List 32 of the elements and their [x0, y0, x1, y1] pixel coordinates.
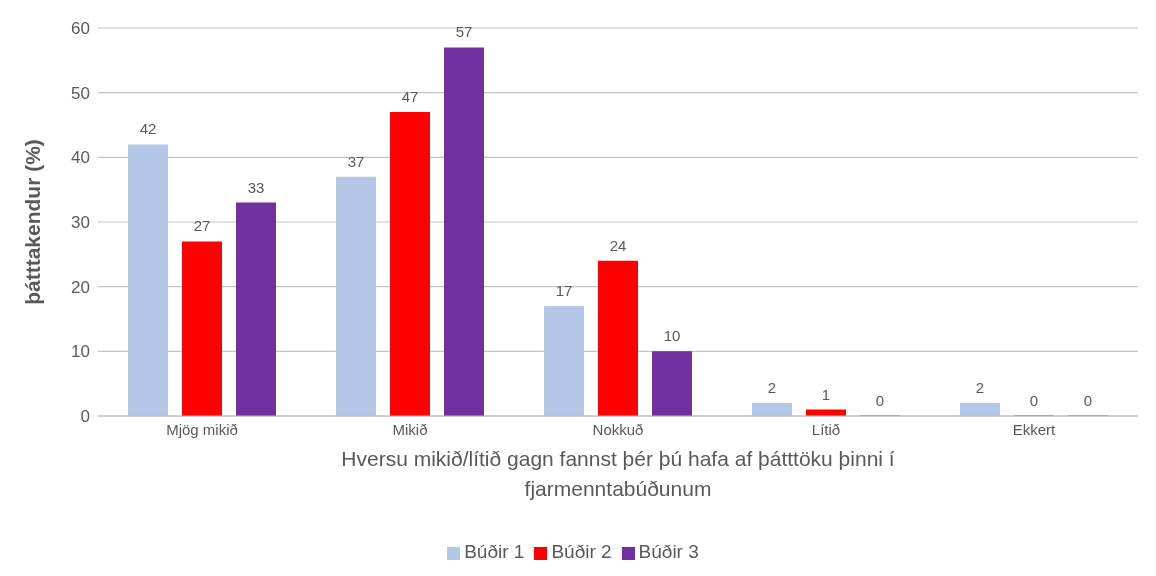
data-label: 2	[975, 379, 985, 397]
legend-label: Búðir 3	[638, 541, 699, 562]
y-tick-label: 50	[71, 83, 90, 103]
y-tick-label: 0	[80, 407, 90, 427]
legend-label: Búðir 2	[551, 541, 612, 562]
x-tick-label: Mikið	[392, 420, 428, 438]
data-label: 27	[193, 217, 211, 235]
data-label: 0	[1083, 391, 1093, 409]
data-label: 24	[609, 236, 627, 254]
data-label: 47	[401, 88, 419, 106]
y-axis-title: þátttakendur (%)	[20, 139, 44, 305]
legend-label: Búðir 1	[464, 541, 525, 562]
data-label: 42	[139, 120, 157, 138]
data-label: 33	[247, 178, 265, 196]
data-label: 57	[455, 23, 473, 41]
x-tick-label: Mjög mikið	[166, 420, 238, 438]
y-tick-label: 20	[71, 277, 90, 297]
x-tick-label: Nokkuð	[592, 420, 644, 438]
data-label: 37	[347, 152, 365, 170]
y-tick-label: 60	[71, 19, 90, 39]
data-label: 0	[875, 391, 885, 409]
data-label: 0	[1029, 391, 1039, 409]
y-tick-label: 30	[71, 213, 90, 233]
data-label: 17	[555, 282, 573, 300]
data-label: 10	[663, 327, 681, 345]
x-axis-title: Hversu mikið/lítið gagn fannst þér þú hafa af þátttöku þinni í fjarmenntabúðunum	[341, 447, 895, 500]
y-tick-label: 40	[71, 148, 90, 168]
x-tick-label: Ekkert	[1012, 420, 1057, 438]
x-tick-label: Lítið	[811, 420, 841, 438]
data-label: 2	[767, 379, 777, 397]
data-label: 1	[821, 385, 831, 403]
y-tick-label: 10	[71, 342, 90, 362]
